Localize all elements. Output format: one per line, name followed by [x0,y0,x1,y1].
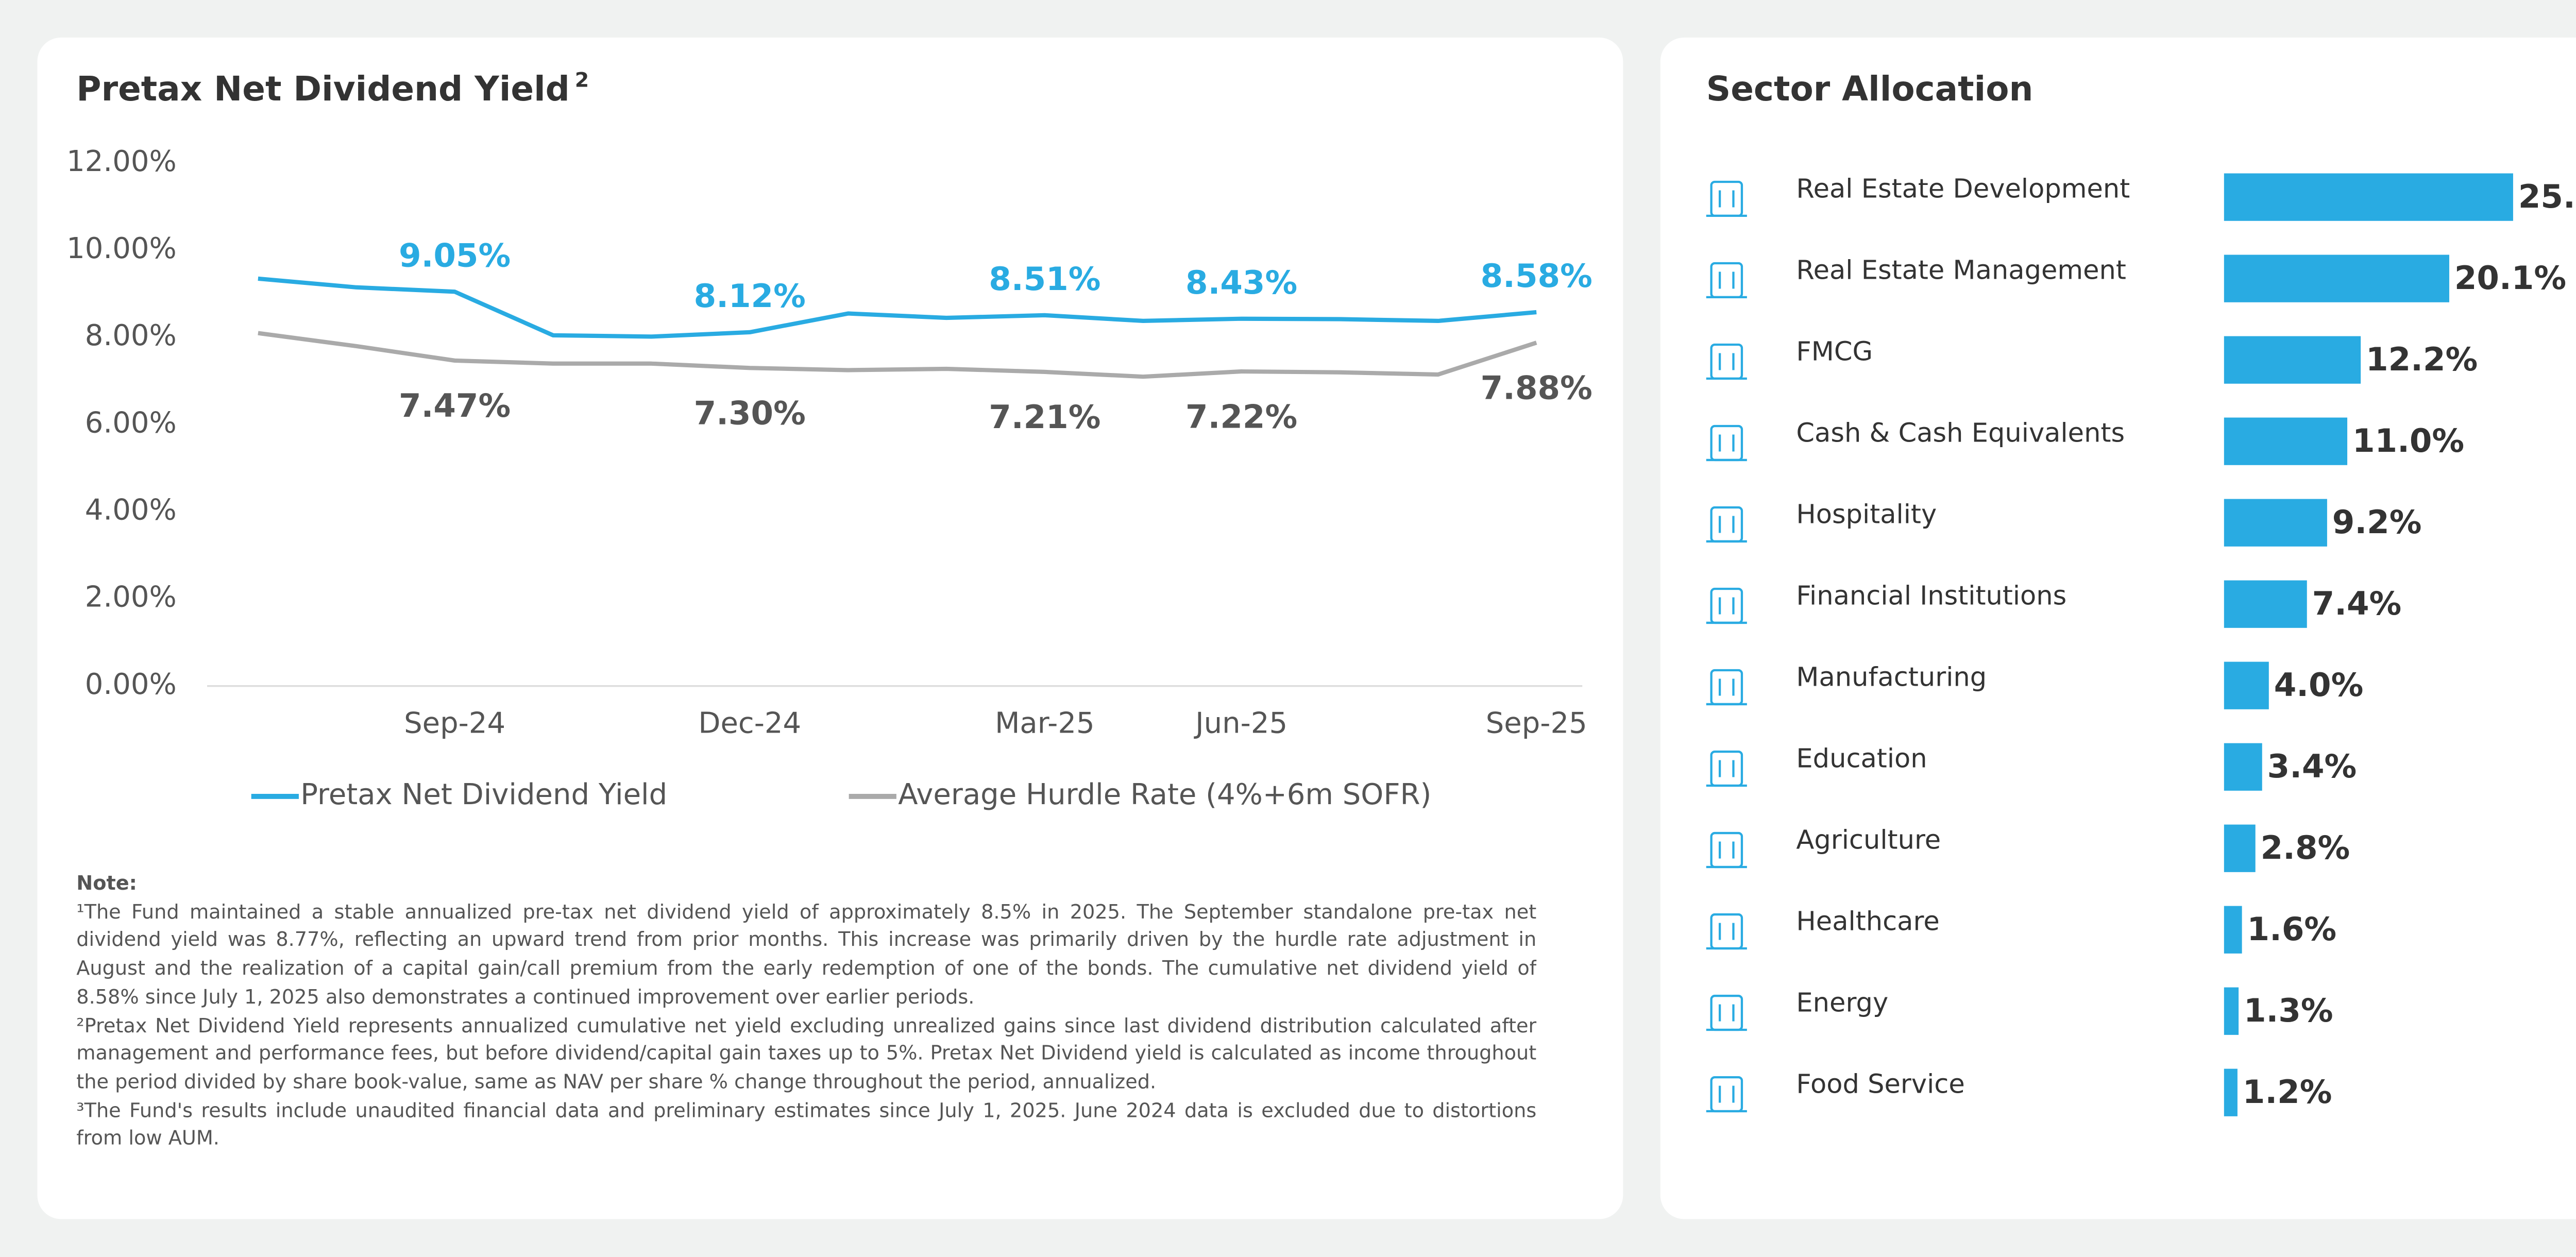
category-label: Cash & Cash Equivalents [1796,418,2125,448]
category-label: Agriculture [1796,825,1941,856]
note-paragraph: ³The Fund's results include unaudited fi… [76,1098,1537,1150]
category-label: Real Estate Development [1796,174,2130,204]
sector-icon [1706,424,1747,462]
category-label: Education [1796,744,1927,774]
data-label: 8.43% [1185,264,1297,301]
data-label: 8.58% [1481,257,1592,295]
sector-icon [1706,343,1747,380]
x-tick-label: Sep-25 [1486,707,1587,740]
notes-heading: Note: [76,871,137,895]
sector-icon [1706,587,1747,624]
sector-icon [1706,831,1747,869]
x-tick-label: Mar-25 [995,707,1095,740]
data-label: 7.88% [1481,369,1592,407]
sector-icon [1706,750,1747,787]
notes: Note: ¹The Fund maintained a stable annu… [76,870,1536,1153]
bar [2224,254,2449,302]
data-label: 9.05% [399,236,511,274]
bar [2224,499,2327,547]
y-tick-label: 4.00% [85,494,177,527]
series-line [258,276,1537,339]
data-label: 4.0% [2274,666,2364,704]
bar [2224,417,2348,465]
bar [2224,824,2256,872]
data-label: 7.22% [1185,398,1297,435]
x-tick-label: Jun-25 [1194,707,1287,740]
chart-title: Pretax Net Dividend Yield 2 [76,68,589,108]
data-label: 3.4% [2267,748,2357,785]
bar [2224,906,2242,954]
bar [2224,580,2307,628]
data-label: 7.47% [399,387,511,424]
data-label: 7.4% [2312,585,2402,622]
bar [2224,661,2269,709]
sector-icon [1706,1076,1747,1113]
data-label: 1.3% [2244,992,2333,1029]
category-label: Real Estate Management [1796,255,2126,285]
y-tick-label: 12.00% [66,145,177,178]
category-label: Food Service [1796,1069,1964,1100]
sector-icon [1706,180,1747,217]
legend-label: Average Hurdle Rate (4%+6m SOFR) [898,778,1431,811]
yield-card [37,37,1623,1219]
title-superscript: 2 [575,68,589,92]
data-label: 7.21% [989,398,1100,436]
chart-title: Sector Allocation [1706,69,2033,109]
sector-icon [1706,913,1747,950]
category-label: Hospitality [1796,500,1937,530]
data-label: 12.2% [2366,341,2478,378]
category-label: Manufacturing [1796,663,1987,693]
notes-block: Note: ¹The Fund maintained a stable annu… [76,870,1536,1153]
category-label: Energy [1796,988,1888,1018]
data-label: 20.1% [2454,259,2566,297]
data-label: 1.2% [2243,1073,2332,1111]
y-tick-label: 0.00% [85,668,177,701]
bar [2224,336,2361,384]
note-paragraph: ¹The Fund maintained a stable annualized… [76,899,1537,1009]
category-label: Healthcare [1796,907,1939,937]
data-label: 11.0% [2352,422,2464,460]
bar [2224,987,2239,1035]
x-tick-label: Dec-24 [698,707,801,740]
data-label: 7.30% [694,395,806,432]
y-tick-label: 8.00% [85,319,177,352]
category-label: FMCG [1796,336,1873,367]
data-label: 9.2% [2332,503,2422,541]
bar [2224,1068,2238,1116]
bar [2224,173,2513,221]
data-label: 1.6% [2247,910,2337,948]
series-line [258,331,1537,379]
y-tick-label: 10.00% [66,232,177,265]
category-label: Financial Institutions [1796,581,2066,611]
title-text: Pretax Net Dividend Yield [76,69,570,109]
data-label: 25.8% [2518,178,2576,215]
data-label: 8.51% [989,260,1100,298]
data-label: 2.8% [2261,829,2350,867]
sector-icon [1706,994,1747,1031]
note-paragraph: ²Pretax Net Dividend Yield represents an… [76,1013,1537,1094]
sector-card [1660,37,2576,1219]
y-tick-label: 6.00% [85,406,177,439]
legend-label: Pretax Net Dividend Yield [300,778,667,811]
y-tick-label: 2.00% [85,581,177,614]
data-label: 8.12% [694,277,806,315]
sector-icon [1706,262,1747,299]
sector-icon [1706,506,1747,543]
bar [2224,743,2262,791]
sector-icon [1706,669,1747,706]
x-tick-label: Sep-24 [404,707,505,740]
